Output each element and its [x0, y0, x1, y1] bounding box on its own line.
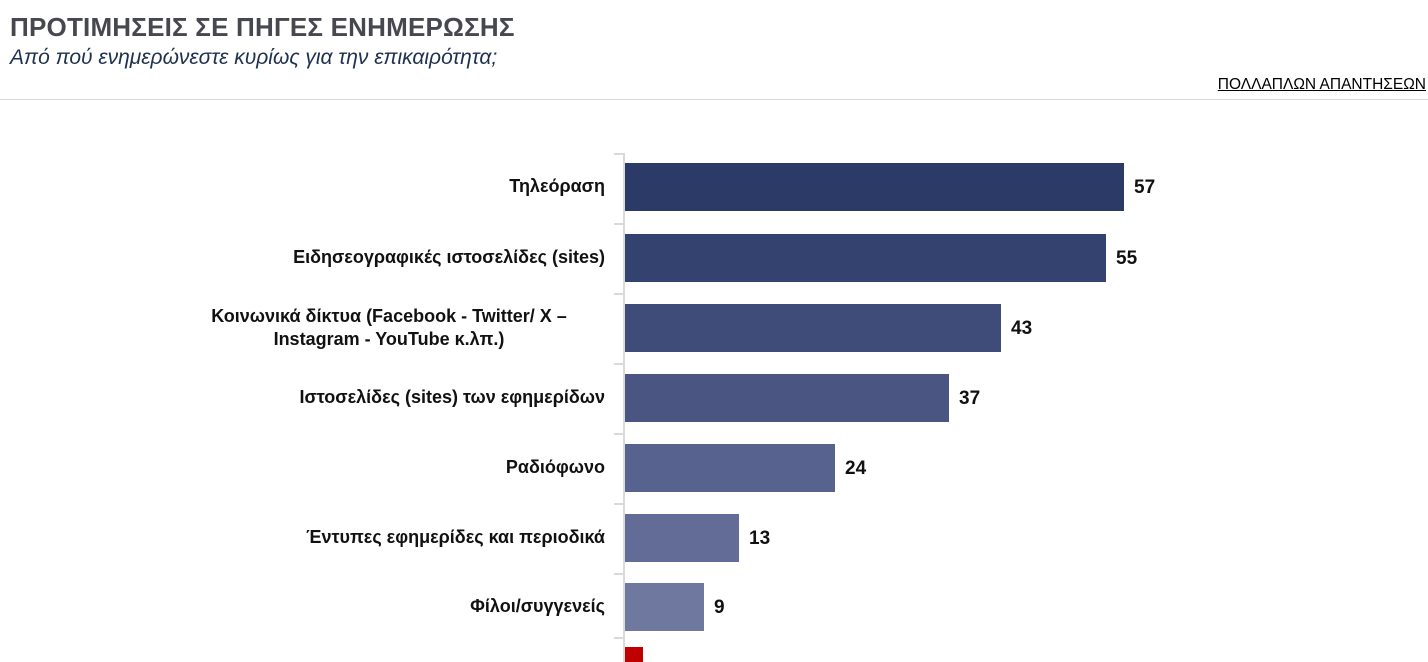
- category-label: Έντυπες εφημερίδες και περιοδικά: [306, 527, 605, 548]
- category-label: Ειδησεογραφικές ιστοσελίδες (sites): [293, 247, 605, 268]
- bar: [625, 234, 1106, 282]
- page-subtitle: Από πού ενημερώνεστε κυρίως για την επικ…: [10, 46, 498, 69]
- axis-tick: [614, 293, 623, 295]
- axis-tick: [614, 363, 623, 365]
- value-label: 24: [845, 458, 867, 479]
- cutoff-bar: [625, 647, 643, 662]
- multiple-answers-note: ΠΟΛΛΑΠΛΩΝ ΑΠΑΝΤΗΣΕΩΝ: [1217, 76, 1426, 93]
- header-divider: [0, 99, 1428, 100]
- axis-tick: [614, 503, 623, 505]
- axis-tick: [614, 153, 623, 155]
- axis-tick: [614, 637, 623, 639]
- bar: [625, 514, 739, 562]
- category-label: Φίλοι/συγγενείς: [470, 596, 605, 617]
- category-label: Ιστοσελίδες (sites) των εφημερίδων: [299, 387, 605, 408]
- axis-tick: [614, 223, 623, 225]
- value-label: 57: [1134, 177, 1156, 198]
- value-label: 43: [1011, 318, 1033, 339]
- bar: [625, 583, 704, 631]
- category-label: Κοινωνικά δίκτυα (Facebook - Twitter/ X …: [211, 305, 567, 349]
- page-title: ΠΡΟΤΙΜΗΣΕΙΣ ΣΕ ΠΗΓΕΣ ΕΝΗΜΕΡΩΣΗΣ: [10, 12, 515, 42]
- y-axis-line: [623, 153, 625, 662]
- bar: [625, 444, 835, 492]
- bar: [625, 304, 1001, 352]
- category-label: Ραδιόφωνο: [505, 457, 605, 478]
- category-label: Τηλεόραση: [509, 176, 605, 197]
- value-label: 9: [714, 597, 725, 618]
- value-label: 13: [749, 528, 771, 549]
- bar: [625, 163, 1124, 211]
- bar: [625, 374, 949, 422]
- value-label: 37: [959, 388, 981, 409]
- axis-tick: [614, 573, 623, 575]
- axis-tick: [614, 433, 623, 435]
- value-label: 55: [1116, 248, 1138, 269]
